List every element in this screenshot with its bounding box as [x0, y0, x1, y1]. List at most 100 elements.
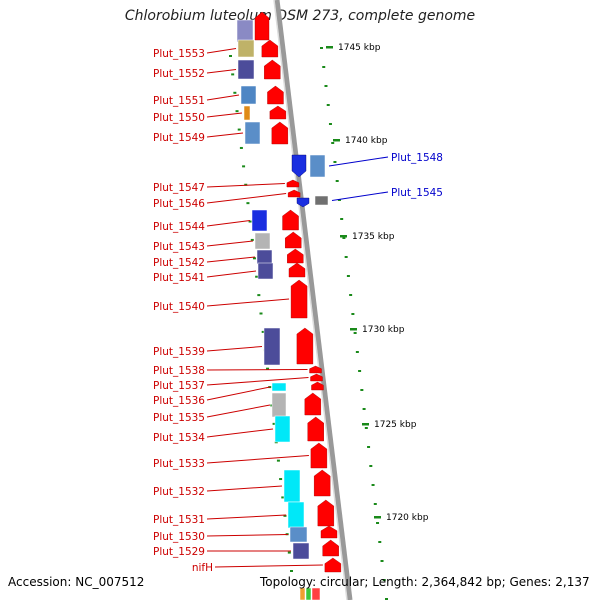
scale-label: 1730 kbp: [362, 325, 405, 335]
inner-tick: [237, 128, 241, 131]
scale-tick: [322, 66, 326, 68]
inner-tick: [283, 514, 287, 517]
scale-major-tick: [326, 46, 333, 49]
inner-tick: [257, 294, 261, 297]
inner-tick: [272, 422, 276, 425]
inner-tick: [235, 110, 239, 113]
gene-box: [237, 59, 255, 80]
leader-line: [206, 534, 289, 537]
gene-arrow: [304, 392, 322, 416]
gene-arrow: [287, 248, 304, 264]
gene-label-minus: Plut_1549: [153, 132, 205, 144]
scale-major-tick: [374, 516, 381, 519]
gene-box: [244, 121, 261, 145]
scale-label: 1740 kbp: [345, 136, 388, 146]
leader-line: [206, 485, 283, 492]
gene-label-minus: Plut_1532: [153, 486, 205, 498]
scale-tick: [376, 522, 380, 524]
inner-tick: [276, 459, 280, 462]
scale-major-tick: [350, 328, 357, 331]
gene-label-plus: Plut_1548: [391, 152, 443, 164]
gene-arrow: [254, 11, 270, 41]
gene-arrow: [310, 442, 328, 469]
gene-box: [292, 542, 310, 560]
gene-label-minus: Plut_1535: [153, 412, 205, 424]
leader-line: [206, 220, 251, 227]
gene-arrow: [290, 279, 308, 319]
leader-line: [206, 514, 287, 520]
gene-label-minus: Plut_1538: [153, 365, 205, 377]
inner-tick: [229, 55, 232, 57]
leader-line: [206, 428, 274, 438]
gene-arrow: [267, 85, 284, 105]
gene-arrow: [264, 59, 281, 80]
gene-box: [236, 19, 254, 43]
leader-line: [206, 369, 308, 371]
gene-label-minus: Plut_1547: [153, 182, 205, 194]
inner-tick: [259, 312, 263, 315]
gene-box: [251, 209, 268, 232]
gene-arrow: [309, 365, 322, 374]
gene-box: [271, 382, 287, 392]
gene-arrow: [285, 231, 302, 249]
leader-line: [206, 256, 256, 263]
gene-arrow: [286, 179, 300, 188]
leader-line: [331, 191, 389, 201]
inner-tick: [233, 91, 237, 94]
scale-tick: [333, 161, 337, 163]
gene-box: [271, 392, 287, 418]
gene-box: [254, 232, 271, 250]
gene-label-minus: Plut_1541: [153, 272, 205, 284]
scale-tick: [340, 218, 344, 220]
inner-tick: [248, 220, 252, 223]
leader-line: [206, 404, 271, 418]
scale-tick: [369, 465, 373, 467]
scale-tick: [364, 427, 368, 429]
leader-line: [206, 112, 243, 118]
gene-arrow: [271, 121, 289, 145]
inner-tick: [287, 551, 291, 554]
inner-tick: [261, 330, 265, 333]
gene-arrow: [313, 469, 331, 497]
gene-label-minus: Plut_1550: [153, 112, 205, 124]
gene-box: [289, 526, 308, 543]
gene-arrow: [288, 262, 306, 278]
scale-tick: [320, 47, 323, 49]
gene-label-minus: Plut_1551: [153, 95, 205, 107]
gene-label-minus: Plut_1544: [153, 221, 205, 233]
inner-tick: [252, 257, 256, 260]
gene-label-minus: Plut_1537: [153, 380, 205, 392]
gene-arrow: [287, 189, 301, 198]
gene-box: [287, 501, 305, 529]
scale-tick: [335, 180, 339, 182]
scale-tick: [358, 370, 362, 372]
gene-arrow: [296, 327, 314, 365]
gene-box: [240, 85, 257, 105]
scale-tick: [385, 598, 388, 600]
inner-tick: [239, 146, 243, 149]
gene-arrow: [307, 416, 324, 442]
leader-line: [206, 240, 254, 247]
scale-tick: [382, 579, 386, 581]
scale-major-tick: [340, 235, 347, 238]
scale-tick: [326, 104, 330, 106]
scale-tick: [367, 446, 371, 448]
leader-line: [206, 270, 257, 278]
gene-arrow: [317, 499, 335, 527]
gene-box: [314, 195, 329, 206]
scale-tick: [351, 313, 355, 315]
scale-label: 1720 kbp: [386, 513, 429, 523]
gene-box: [237, 39, 255, 58]
backbone-line: [274, 0, 353, 600]
gene-label-plus: Plut_1545: [391, 187, 443, 199]
gene-box: [263, 327, 281, 366]
scale-tick: [378, 541, 382, 543]
scale-tick: [331, 142, 335, 144]
scale-tick: [337, 199, 341, 201]
inner-tick: [242, 165, 246, 168]
inner-tick: [246, 202, 250, 205]
gene-arrow: [269, 105, 287, 120]
leader-line: [206, 455, 309, 464]
leader-line: [206, 298, 290, 307]
